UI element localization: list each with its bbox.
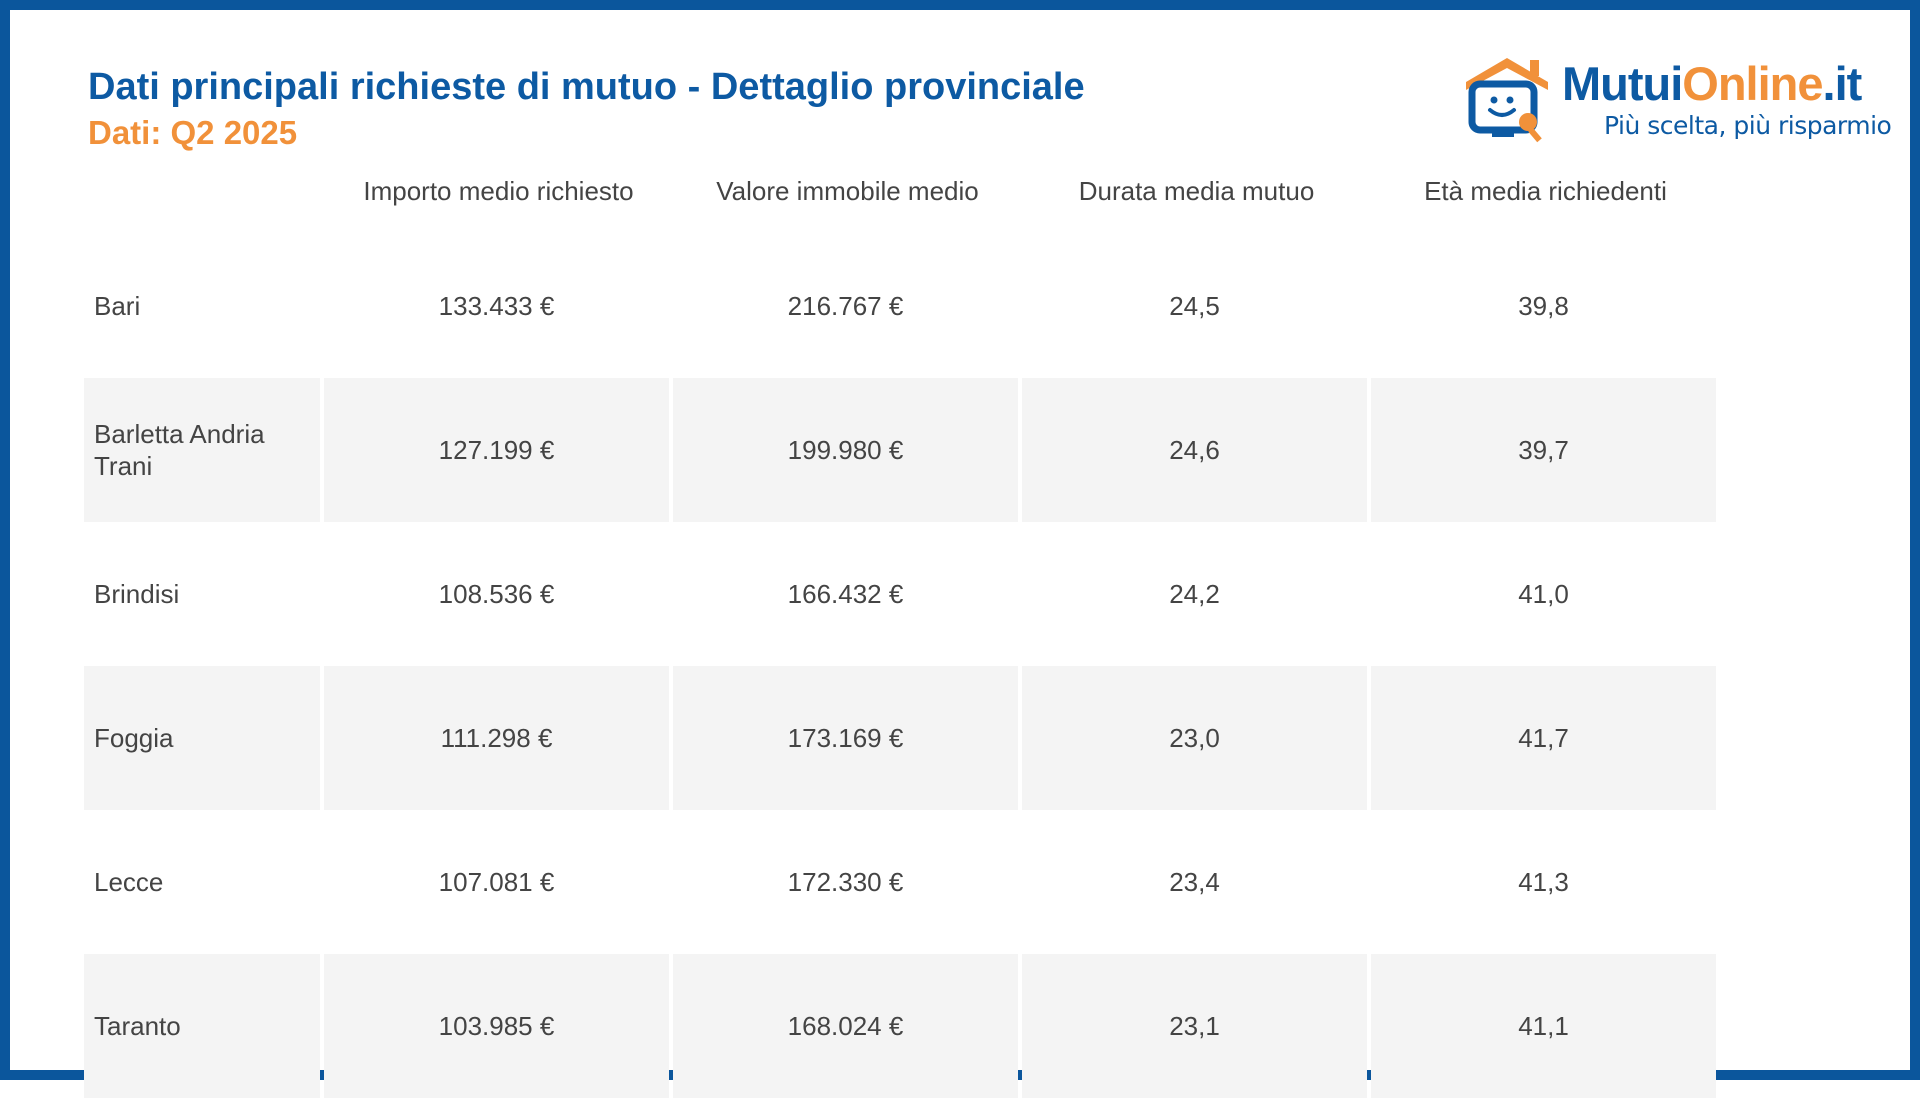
cell-durata: 23,0	[1022, 666, 1367, 810]
cell-provincia: Bari	[94, 291, 141, 321]
house-monitor-smiley-icon	[1466, 58, 1548, 143]
table-row: Barletta Andria Trani 127.199 € 199.980 …	[84, 378, 1734, 522]
cell-eta: 39,7	[1371, 378, 1716, 522]
cell-eta: 41,3	[1518, 866, 1569, 897]
column-header-importo: Importo medio richiesto	[363, 175, 634, 206]
logo-brand-part-2: Online	[1682, 57, 1823, 110]
cell-provincia: Taranto	[84, 954, 320, 1098]
cell-eta: 39,8	[1518, 290, 1569, 321]
cell-durata: 24,6	[1022, 378, 1367, 522]
logo-brand-part-3: .it	[1822, 57, 1863, 110]
cell-durata: 24,2	[1169, 578, 1220, 609]
column-header-eta: Età media richiedenti	[1424, 175, 1667, 206]
cell-importo: 107.081 €	[438, 866, 555, 897]
table-row: Lecce 107.081 € 172.330 € 23,4 41,3	[84, 810, 1734, 954]
cell-valore: 172.330 €	[787, 866, 904, 897]
cell-valore: 216.767 €	[787, 290, 904, 321]
table-header-row: Importo medio richiesto Valore immobile …	[84, 170, 1734, 212]
cell-durata: 23,1	[1022, 954, 1367, 1098]
cell-durata: 24,5	[1169, 290, 1220, 321]
cell-importo: 127.199 €	[324, 378, 669, 522]
cell-provincia: Lecce	[94, 867, 164, 897]
cell-valore: 199.980 €	[673, 378, 1018, 522]
mutuionline-logo: MutuiOnline.it Più scelta, più risparmio	[1462, 54, 1892, 146]
cell-importo: 103.985 €	[324, 954, 669, 1098]
page-title: Dati principali richieste di mutuo - Det…	[88, 66, 1085, 108]
cell-provincia: Brindisi	[94, 579, 180, 609]
cell-eta: 41,7	[1371, 666, 1716, 810]
table-row: Taranto 103.985 € 168.024 € 23,1 41,1	[84, 954, 1734, 1098]
cell-provincia: Barletta Andria Trani	[84, 378, 320, 522]
page-subtitle: Dati: Q2 2025	[88, 114, 298, 151]
table-row: Bari 133.433 € 216.767 € 24,5 39,8	[84, 234, 1734, 378]
table-row: Foggia 111.298 € 173.169 € 23,0 41,7	[84, 666, 1734, 810]
logo-tagline: Più scelta, più risparmio	[1604, 111, 1892, 140]
column-header-valore: Valore immobile medio	[716, 175, 979, 206]
cell-valore: 173.169 €	[673, 666, 1018, 810]
data-table: Importo medio richiesto Valore immobile …	[84, 170, 1734, 1098]
cell-valore: 168.024 €	[673, 954, 1018, 1098]
logo-brand-part-1: Mutui	[1562, 57, 1683, 110]
cell-valore: 166.432 €	[787, 578, 904, 609]
cell-eta: 41,1	[1371, 954, 1716, 1098]
table-row: Brindisi 108.536 € 166.432 € 24,2 41,0	[84, 522, 1734, 666]
cell-provincia: Foggia	[84, 666, 320, 810]
cell-eta: 41,0	[1518, 578, 1569, 609]
cell-importo: 133.433 €	[438, 290, 555, 321]
cell-durata: 23,4	[1169, 866, 1220, 897]
logo-brand-text: MutuiOnline.it	[1562, 57, 1863, 110]
cell-importo: 111.298 €	[324, 666, 669, 810]
column-header-durata: Durata media mutuo	[1078, 175, 1315, 206]
cell-importo: 108.536 €	[438, 578, 555, 609]
